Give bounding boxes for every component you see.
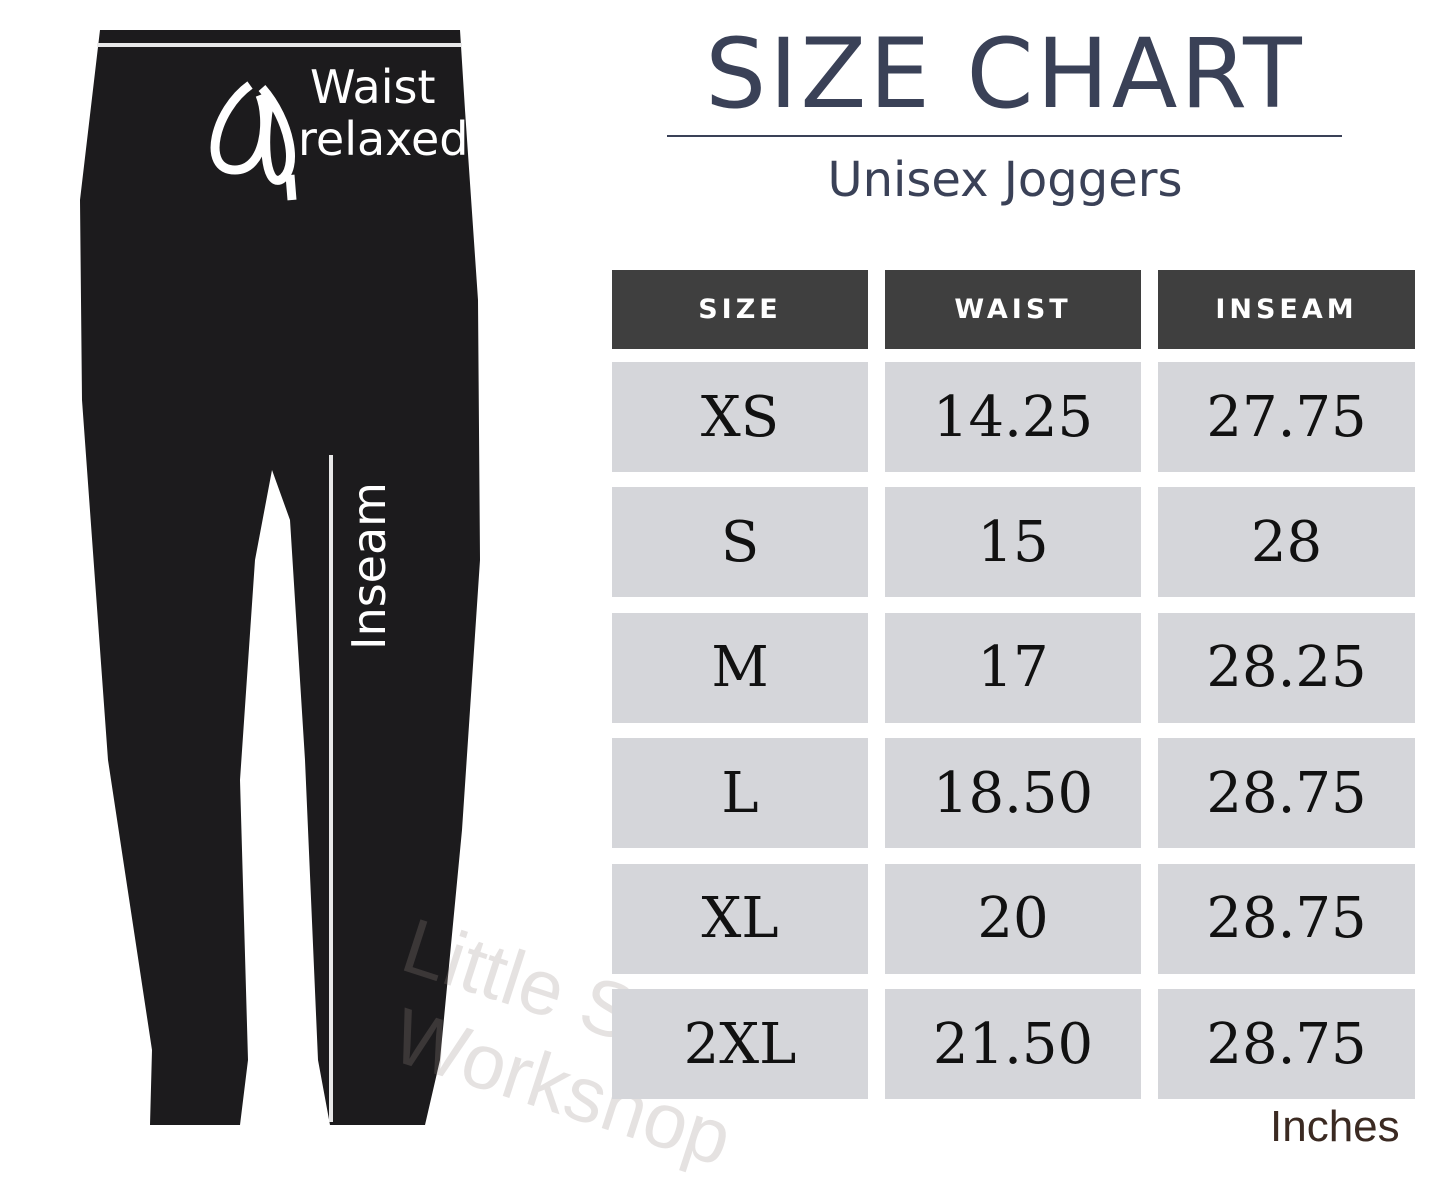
cell-size: XS xyxy=(612,362,868,472)
column-header-inseam: INSEAM xyxy=(1158,270,1415,349)
cell-waist: 14.25 xyxy=(885,362,1141,472)
joggers-illustration xyxy=(80,30,480,1125)
cell-inseam: 28.75 xyxy=(1158,863,1415,974)
cell-inseam: 28 xyxy=(1158,487,1415,598)
cell-inseam: 28.75 xyxy=(1158,989,1415,1099)
waist-label: Waist xyxy=(310,60,436,114)
page-subtitle: Unisex Joggers xyxy=(827,152,1183,208)
column-header-waist: WAIST xyxy=(885,270,1141,349)
drawstring xyxy=(210,81,297,201)
cell-inseam: 27.75 xyxy=(1158,362,1415,472)
column-header-size: SIZE xyxy=(612,270,868,349)
cell-inseam: 28.75 xyxy=(1158,738,1415,849)
cell-size: XL xyxy=(612,863,868,974)
units-label: Inches xyxy=(1270,1102,1400,1151)
cell-waist: 21.50 xyxy=(885,989,1141,1099)
cell-waist: 20 xyxy=(885,863,1141,974)
cell-waist: 15 xyxy=(885,487,1141,598)
title-divider xyxy=(667,135,1342,137)
cell-waist: 17 xyxy=(885,612,1141,723)
cell-inseam: 28.25 xyxy=(1158,612,1415,723)
cell-size: M xyxy=(612,612,868,723)
cell-size: L xyxy=(612,738,868,849)
cell-size: S xyxy=(612,487,868,598)
waist-relaxed-label: relaxed xyxy=(298,112,469,166)
inseam-label: Inseam xyxy=(342,482,396,650)
joggers-shape xyxy=(80,30,480,1125)
cell-size: 2XL xyxy=(612,989,868,1099)
page-title: SIZE CHART xyxy=(705,18,1305,130)
cell-waist: 18.50 xyxy=(885,738,1141,849)
